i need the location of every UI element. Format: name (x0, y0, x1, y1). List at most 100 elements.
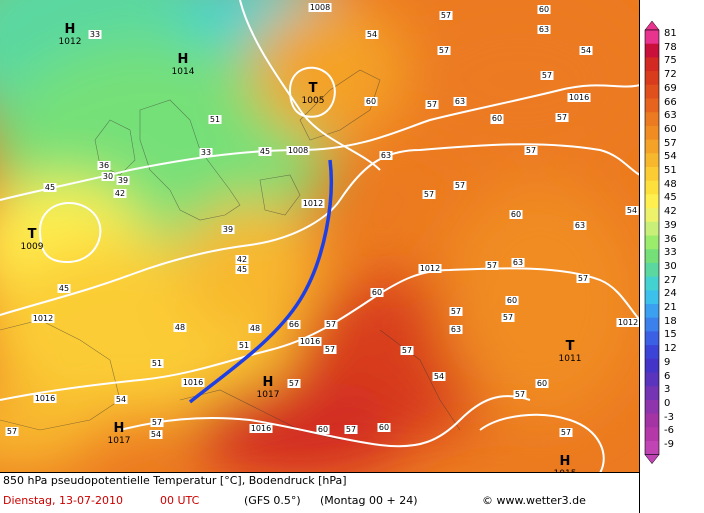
legend-swatch (645, 290, 659, 305)
caption-model: (GFS 0.5°) (244, 494, 301, 507)
svg-text:57: 57 (578, 274, 588, 283)
high-pressure-marker: H1015 (554, 454, 577, 472)
svg-text:1016: 1016 (300, 337, 320, 346)
legend-label: 48 (664, 178, 677, 190)
legend-label: 57 (664, 137, 677, 149)
svg-text:63: 63 (455, 97, 465, 106)
svg-text:45: 45 (45, 183, 55, 192)
pressure-system-letter: H (560, 454, 571, 469)
svg-text:45: 45 (59, 284, 69, 293)
legend-swatch (645, 194, 659, 209)
theta-value-label: 54 (114, 395, 128, 404)
theta-value-label: 60 (535, 379, 549, 388)
theta-value-label: 63 (537, 25, 551, 34)
theta-value-label: 54 (432, 372, 446, 381)
legend-label: 27 (664, 274, 677, 286)
legend-swatch (645, 386, 659, 401)
caption-date: Dienstag, 13-07-2010 (3, 494, 123, 507)
theta-value-label: 57 (150, 418, 164, 427)
theta-value-label: 51 (208, 115, 222, 124)
svg-text:60: 60 (537, 379, 547, 388)
caption-title: 850 hPa pseudopotentielle Temperatur [°C… (3, 474, 347, 487)
legend-label: 24 (664, 288, 677, 300)
theta-value-label: 45 (235, 265, 249, 274)
theta-value-label: 60 (509, 210, 523, 219)
legend-label: 3 (664, 384, 671, 396)
svg-text:60: 60 (539, 5, 549, 14)
legend-swatch (645, 372, 659, 387)
theta-value-label: 57 (513, 390, 527, 399)
theta-value-label: 57 (5, 427, 19, 436)
svg-text:54: 54 (116, 395, 126, 404)
legend-swatch (645, 180, 659, 195)
svg-text:57: 57 (515, 390, 525, 399)
legend-swatch (645, 84, 659, 99)
svg-text:51: 51 (152, 359, 162, 368)
legend-swatch (645, 57, 659, 72)
svg-text:57: 57 (561, 428, 571, 437)
theta-value-label: 60 (377, 423, 391, 432)
legend-swatch (645, 30, 659, 45)
isobar-value-label: 1012 (418, 264, 442, 273)
theta-value-label: 63 (573, 221, 587, 230)
legend-swatch (645, 331, 659, 346)
legend-label: -3 (664, 411, 674, 423)
svg-text:60: 60 (511, 210, 521, 219)
caption-time: 00 UTC (160, 494, 200, 507)
legend-label: 36 (664, 233, 677, 245)
pressure-system-value: 1009 (21, 242, 44, 252)
legend-label: 72 (664, 69, 677, 81)
caption-credit: © www.wetter3.de (482, 494, 586, 507)
pressure-system-letter: T (28, 227, 37, 242)
pressure-system-value: 1005 (302, 96, 325, 106)
isobar-value-label: 1008 (308, 3, 332, 12)
svg-text:63: 63 (513, 258, 523, 267)
legend-label: 75 (664, 55, 677, 67)
svg-text:57: 57 (526, 146, 536, 155)
svg-text:1012: 1012 (420, 264, 440, 273)
theta-value-label: 51 (237, 341, 251, 350)
svg-text:57: 57 (402, 346, 412, 355)
svg-text:1012: 1012 (303, 199, 323, 208)
theta-value-label: 63 (449, 325, 463, 334)
legend-label: 45 (664, 192, 677, 204)
legend-swatch (645, 304, 659, 319)
svg-text:57: 57 (487, 261, 497, 270)
svg-text:57: 57 (439, 46, 449, 55)
svg-text:1012: 1012 (618, 318, 638, 327)
legend-label: 15 (664, 329, 677, 341)
theta-value-label: 57 (555, 113, 569, 122)
svg-text:57: 57 (326, 320, 336, 329)
theta-value-label: 63 (379, 151, 393, 160)
svg-text:57: 57 (346, 425, 356, 434)
legend-swatch (645, 345, 659, 360)
theta-value-label: 30 (101, 172, 115, 181)
legend-label: 21 (664, 302, 677, 313)
svg-text:60: 60 (366, 97, 376, 106)
svg-text:48: 48 (175, 323, 185, 332)
legend-label: 0 (664, 397, 671, 409)
theta-value-label: 42 (235, 255, 249, 264)
legend-label: 69 (664, 82, 677, 94)
isobar-value-label: 1012 (301, 199, 325, 208)
theta-value-label: 57 (400, 346, 414, 355)
legend-swatch (645, 249, 659, 264)
theta-value-label: 57 (324, 320, 338, 329)
svg-text:57: 57 (152, 418, 162, 427)
theta-value-label: 60 (364, 97, 378, 106)
svg-text:66: 66 (289, 320, 299, 329)
theta-value-label: 57 (540, 71, 554, 80)
legend-arrow-down (644, 454, 660, 465)
theta-value-label: 57 (287, 379, 301, 388)
svg-text:60: 60 (507, 296, 517, 305)
legend-label: 39 (664, 219, 677, 231)
svg-text:1012: 1012 (33, 314, 53, 323)
theta-value-label: 63 (453, 97, 467, 106)
theta-value-label: 36 (97, 161, 111, 170)
legend-label: -6 (664, 425, 674, 437)
theta-value-label: 57 (323, 345, 337, 354)
